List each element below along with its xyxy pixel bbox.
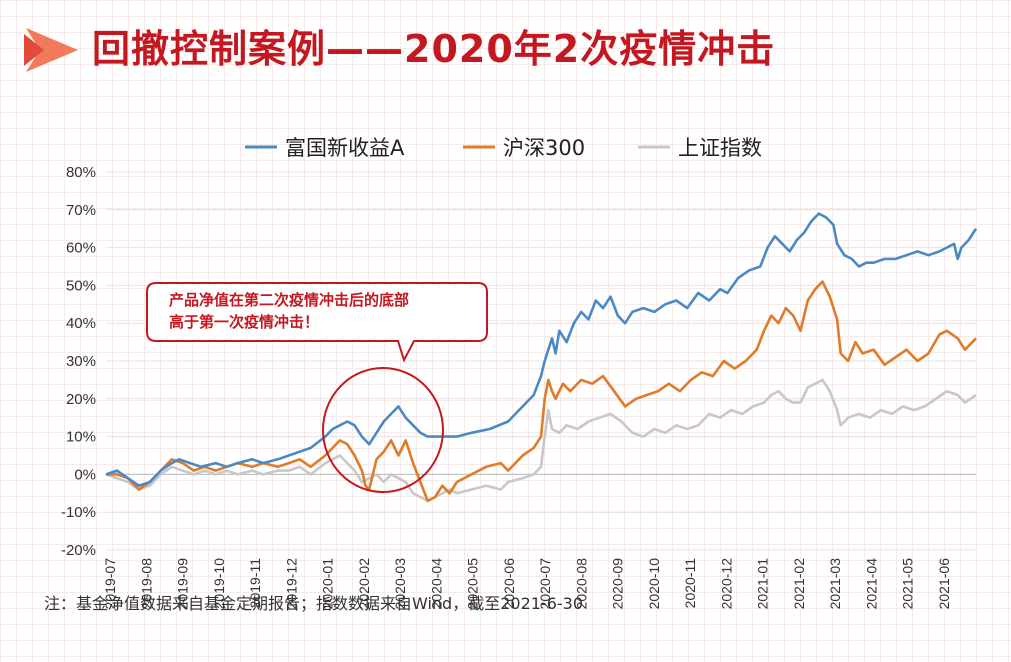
x-tick-label: 2019-08 (138, 558, 154, 610)
chart-gridlines (106, 171, 976, 551)
x-tick-label: 2019-09 (175, 558, 191, 610)
series-lines (105, 212, 978, 503)
x-tick-label: 2019-12 (283, 558, 299, 610)
annotation-callout: 产品净值在第二次疫情冲击后的底部 高于第一次疫情冲击！ (147, 283, 487, 341)
callout-bubble (146, 282, 488, 363)
x-axis-ticks: 2019-07 2019-08 2019-09 2019-10 2019-11 2019-… (102, 558, 952, 610)
x-tick-label: 2020-04 (428, 558, 444, 610)
legend-label: 沪深300 (503, 136, 585, 160)
title-bar: 回撤控制案例——2020年2次疫情冲击 (22, 12, 1002, 82)
x-tick-label: 2021-05 (900, 558, 916, 610)
play-arrow-icon (24, 28, 78, 72)
y-tick-label: 30% (66, 353, 96, 370)
y-tick-label: 0% (74, 466, 96, 483)
x-tick-label: 2019-11 (247, 558, 263, 609)
x-tick-label: 2021-04 (863, 558, 879, 610)
page-title: 回撤控制案例——2020年2次疫情冲击 (92, 27, 776, 71)
y-tick-label: 60% (66, 240, 96, 257)
y-tick-label: 70% (66, 202, 96, 219)
x-tick-label: 2020-02 (356, 558, 372, 610)
x-tick-label: 2020-10 (646, 558, 662, 610)
x-tick-label: 2020-07 (537, 558, 553, 610)
x-tick-label: 2020-06 (501, 558, 517, 610)
highlight-circle (322, 367, 444, 493)
annotation-line1: 产品净值在第二次疫情冲击后的底部 (169, 291, 410, 309)
legend-label: 上证指数 (678, 136, 762, 160)
y-tick-label: 80% (66, 164, 96, 181)
x-tick-label: 2020-05 (465, 558, 481, 610)
x-tick-label: 2021-06 (936, 558, 952, 610)
x-tick-label: 2020-03 (392, 558, 408, 610)
y-tick-label: -10% (61, 504, 96, 521)
x-tick-label: 2020-01 (320, 558, 336, 610)
y-tick-label: 10% (66, 429, 96, 446)
x-tick-label: 2021-02 (791, 558, 807, 610)
legend-label: 富国新收益A (285, 136, 405, 160)
annotation-line2: 高于第一次疫情冲击！ (169, 313, 320, 331)
x-tick-label: 2020-08 (573, 558, 589, 610)
annotation-text: 产品净值在第二次疫情冲击后的底部 高于第一次疫情冲击！ (169, 289, 469, 333)
x-tick-label: 2020-09 (610, 558, 626, 610)
x-tick-label: 2019-10 (211, 558, 227, 610)
y-tick-label: 50% (66, 277, 96, 294)
y-tick-label: 20% (66, 391, 96, 408)
series-line-1 (106, 280, 977, 503)
footnote: 注：基金净值数据来自基金定期报告；指数数据来自Wind，截至2021-6-30 (44, 594, 584, 613)
x-tick-label: 2020-12 (718, 558, 734, 610)
y-tick-label: -20% (61, 542, 96, 559)
chart-legend: 富国新收益A 沪深300 上证指数 (245, 136, 762, 160)
y-axis-ticks: 80% 70% 60% 50% 40% 30% 20% 10% 0% -10% -20% (61, 164, 96, 559)
annotation-graphics (146, 282, 488, 493)
x-tick-label: 2021-01 (755, 558, 771, 610)
series-line-0 (105, 212, 978, 487)
y-tick-label: 40% (66, 315, 96, 332)
x-tick-label: 2020-11 (682, 558, 698, 609)
series-line-2 (105, 378, 977, 503)
x-tick-label: 2019-07 (102, 558, 118, 610)
x-tick-label: 2021-03 (827, 558, 843, 610)
